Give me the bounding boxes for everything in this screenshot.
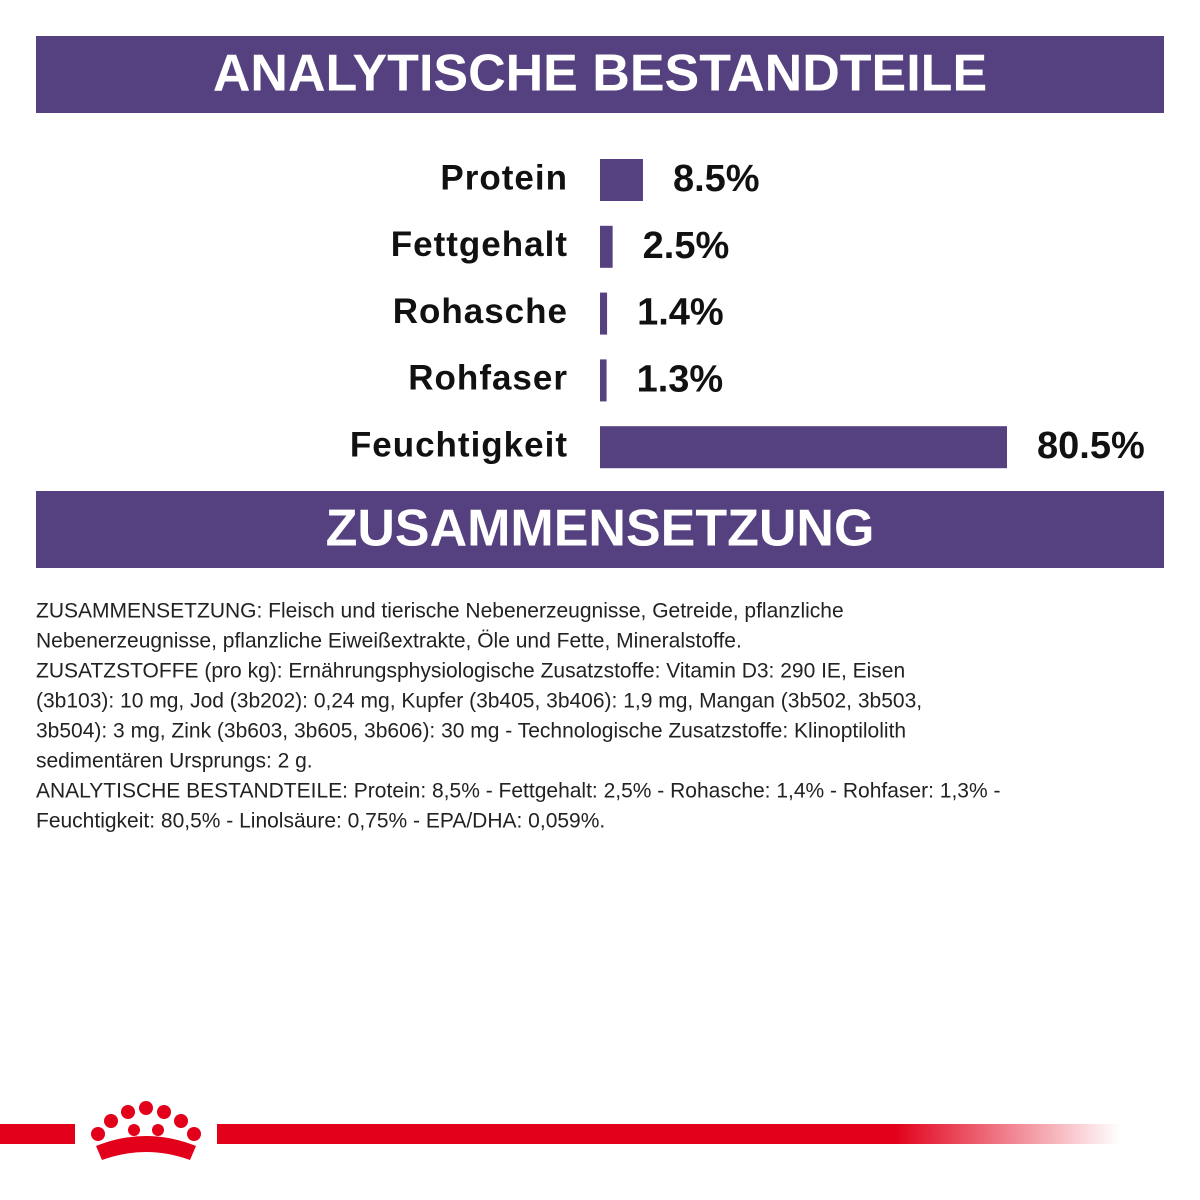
- section-title: ZUSAMMENSETZUNG: [326, 500, 875, 558]
- logo: [0, 1101, 1120, 1160]
- composition-line: sedimentären Ursprungs: 2 g.: [36, 750, 313, 773]
- category-label: Fettgehalt: [391, 225, 568, 264]
- header-band: [36, 491, 1164, 568]
- bar: [600, 292, 608, 335]
- bar: [600, 359, 607, 402]
- composition-line: Feuchtigkeit: 80,5% - Linolsäure: 0,75% …: [36, 810, 605, 833]
- value-label: 2.5%: [643, 225, 730, 267]
- category-label: Protein: [440, 158, 568, 197]
- composition-line: (3b103): 10 mg, Jod (3b202): 0,24 mg, Ku…: [36, 690, 922, 713]
- category-label: Rohasche: [393, 292, 568, 331]
- composition-line: Nebenerzeugnisse, pflanzliche Eiweißextr…: [36, 630, 742, 653]
- chart-title: ANALYTISCHE BESTANDTEILE: [213, 45, 987, 103]
- composition-line: ANALYTISCHE BESTANDTEILE: Protein: 8,5% …: [36, 780, 1000, 803]
- category-label: Rohfaser: [408, 359, 568, 398]
- value-label: 8.5%: [673, 158, 760, 200]
- composition-line: ZUSATZSTOFFE (pro kg): Ernährungsphysiol…: [36, 660, 905, 683]
- bar: [600, 225, 613, 268]
- category-label: Feuchtigkeit: [350, 425, 568, 464]
- value-label: 1.4%: [637, 292, 724, 334]
- bar: [600, 159, 643, 201]
- header-band: [36, 36, 1164, 113]
- composition-line: 3b504): 3 mg, Zink (3b603, 3b605, 3b606)…: [36, 720, 906, 743]
- bar: [600, 426, 1007, 469]
- value-label: 1.3%: [637, 358, 724, 400]
- value-label: 80.5%: [1037, 425, 1145, 467]
- composition-line: ZUSAMMENSETZUNG: Fleisch und tierische N…: [36, 600, 844, 623]
